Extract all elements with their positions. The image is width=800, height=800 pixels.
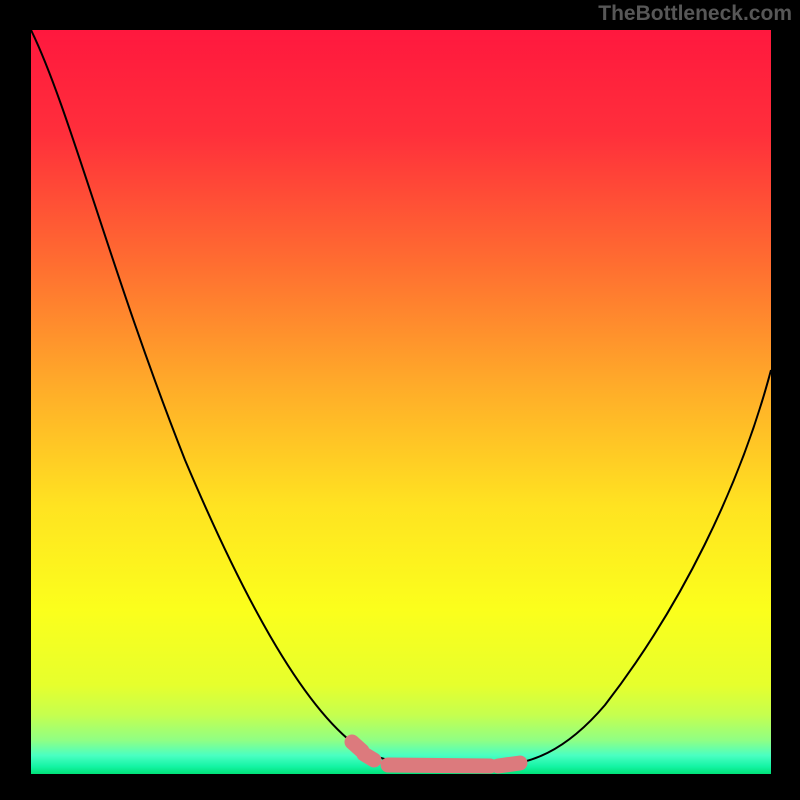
bottleneck-chart	[0, 0, 800, 800]
attribution-text: TheBottleneck.com	[598, 2, 792, 26]
gradient-background	[31, 30, 771, 774]
